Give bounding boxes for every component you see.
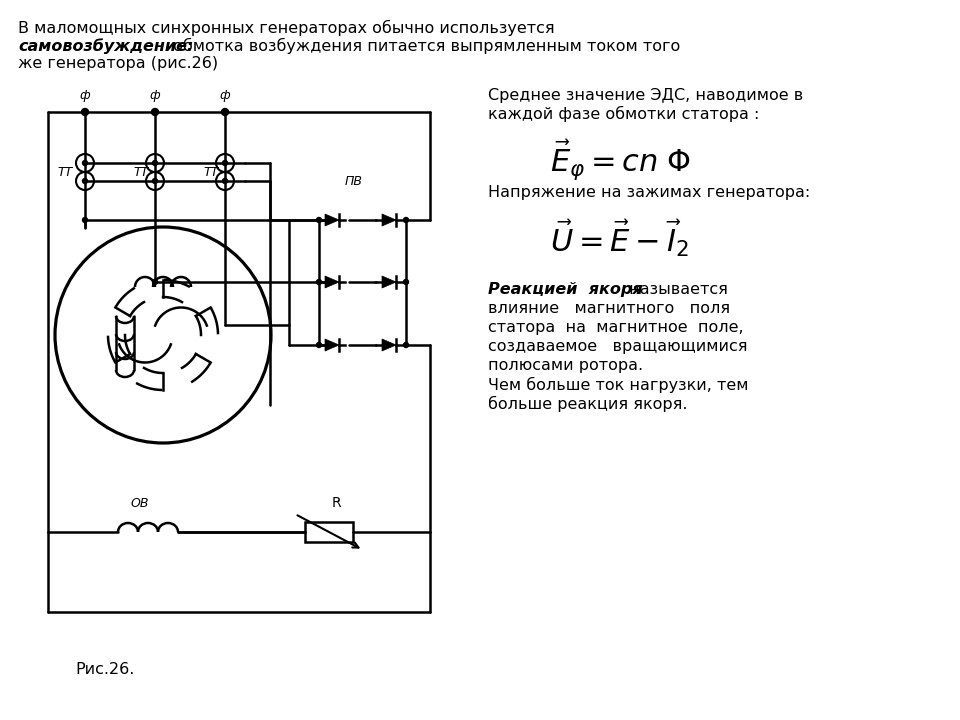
Text: называется: называется: [624, 282, 728, 297]
Text: каждой фазе обмотки статора :: каждой фазе обмотки статора :: [488, 106, 759, 122]
Text: R: R: [332, 496, 342, 510]
Text: же генератора (рис.26): же генератора (рис.26): [18, 56, 218, 71]
Circle shape: [317, 279, 322, 284]
Text: ПВ: ПВ: [345, 175, 363, 188]
Text: ТТ: ТТ: [133, 166, 148, 179]
Circle shape: [223, 179, 228, 184]
Circle shape: [83, 161, 87, 166]
Text: $\mathit{\vec{E}_{\varphi} = cn\;\Phi}$: $\mathit{\vec{E}_{\varphi} = cn\;\Phi}$: [550, 138, 690, 182]
Text: статора  на  магнитное  поле,: статора на магнитное поле,: [488, 320, 744, 335]
Circle shape: [83, 179, 87, 184]
Circle shape: [403, 343, 409, 348]
Text: Напряжение на зажимах генератора:: Напряжение на зажимах генератора:: [488, 185, 810, 200]
Polygon shape: [325, 339, 339, 351]
Text: ф: ф: [80, 89, 90, 102]
Text: влияние   магнитного   поля: влияние магнитного поля: [488, 301, 731, 316]
Text: больше реакция якоря.: больше реакция якоря.: [488, 396, 687, 412]
Circle shape: [222, 109, 228, 115]
Circle shape: [317, 343, 322, 348]
Polygon shape: [382, 276, 396, 288]
Circle shape: [153, 161, 157, 166]
Circle shape: [403, 217, 409, 222]
Text: ТТ: ТТ: [203, 166, 218, 179]
Polygon shape: [382, 339, 396, 351]
Text: самовозбуждение:: самовозбуждение:: [18, 38, 193, 54]
Text: ОВ: ОВ: [131, 497, 149, 510]
Polygon shape: [325, 276, 339, 288]
Text: Среднее значение ЭДС, наводимое в: Среднее значение ЭДС, наводимое в: [488, 88, 804, 103]
Text: ф: ф: [220, 89, 230, 102]
Circle shape: [223, 161, 228, 166]
Circle shape: [403, 279, 409, 284]
Text: Реакцией  якоря: Реакцией якоря: [488, 282, 642, 297]
Text: $\mathit{\vec{U} = \vec{E} - \vec{I}_2}$: $\mathit{\vec{U} = \vec{E} - \vec{I}_2}$: [550, 218, 689, 259]
Circle shape: [82, 109, 88, 115]
Text: обмотка возбуждения питается выпрямленным током того: обмотка возбуждения питается выпрямленны…: [168, 38, 681, 54]
Circle shape: [152, 109, 158, 115]
Circle shape: [153, 279, 157, 284]
Polygon shape: [325, 214, 339, 226]
Polygon shape: [382, 214, 396, 226]
Text: В маломощных синхронных генераторах обычно используется: В маломощных синхронных генераторах обыч…: [18, 20, 555, 36]
Text: ф: ф: [150, 89, 160, 102]
Text: Чем больше ток нагрузки, тем: Чем больше ток нагрузки, тем: [488, 377, 749, 393]
Text: полюсами ротора.: полюсами ротора.: [488, 358, 643, 373]
Bar: [305, 522, 353, 542]
Text: Рис.26.: Рис.26.: [75, 662, 134, 677]
Text: ТТ: ТТ: [57, 166, 72, 179]
Text: создаваемое   вращающимися: создаваемое вращающимися: [488, 339, 748, 354]
Circle shape: [317, 217, 322, 222]
Circle shape: [153, 179, 157, 184]
Circle shape: [83, 217, 87, 222]
